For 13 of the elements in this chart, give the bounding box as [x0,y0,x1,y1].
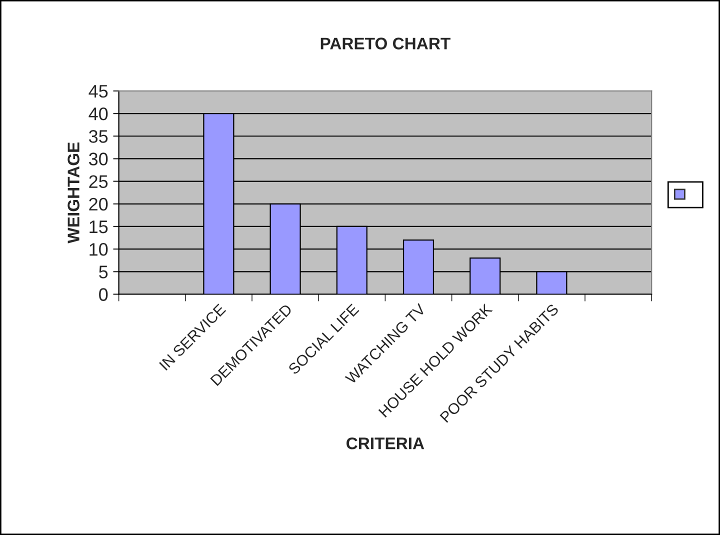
y-axis-title: WEIGHTAGE [68,142,80,244]
y-tick-label: 30 [88,152,108,166]
y-tick-label: 25 [89,175,108,188]
y-tick-label: 15 [90,220,108,234]
y-tick-label: 0 [99,288,108,301]
y-tick-label: 20 [89,198,108,211]
y-tick-label: 45 [88,85,108,98]
y-tick-label: 40 [88,107,108,120]
y-tick-label: 10 [90,243,108,256]
chart-title: PARETO CHART [320,38,450,50]
x-axis-title: CRITERIA [346,437,424,450]
y-tick-label: 35 [88,130,108,143]
y-tick-label: 5 [99,266,108,278]
